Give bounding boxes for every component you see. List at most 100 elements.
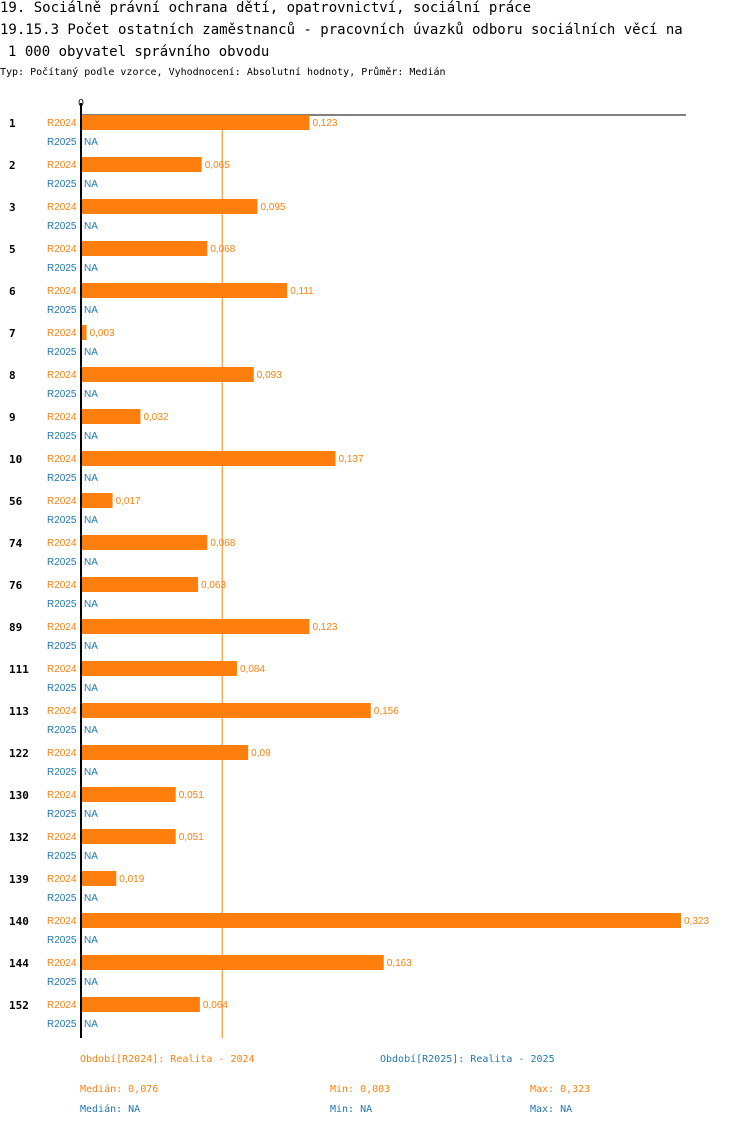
series-label-r2024: R2024 xyxy=(47,454,77,465)
value-label-r2024: 0,09 xyxy=(251,748,271,759)
bar-r2024 xyxy=(81,115,310,130)
series-label-r2025: R2025 xyxy=(47,767,77,778)
series-label-r2025: R2025 xyxy=(47,1019,77,1030)
series-label-r2025: R2025 xyxy=(47,725,77,736)
value-label-r2024: 0,017 xyxy=(116,496,141,507)
chart-title-line3: 1 000 obyvatel správního obvodu xyxy=(8,44,270,60)
bar-chart: 01R2024R20250,123NA2R2024R20250,065NA3R2… xyxy=(9,98,709,1038)
series-label-r2025: R2025 xyxy=(47,431,77,442)
series-label-r2024: R2024 xyxy=(47,328,77,339)
category-label: 9 xyxy=(9,411,16,424)
value-label-r2025: NA xyxy=(84,137,98,148)
bar-r2024 xyxy=(81,283,288,298)
category-label: 6 xyxy=(9,285,16,298)
chart-title-line2: 19.15.3 Počet ostatních zaměstnanců - pr… xyxy=(0,22,683,38)
value-label-r2024: 0,019 xyxy=(119,874,144,885)
bar-r2024 xyxy=(81,997,200,1012)
series-label-r2024: R2024 xyxy=(47,874,77,885)
category-label: 89 xyxy=(9,621,22,634)
category-label: 139 xyxy=(9,873,29,886)
value-label-r2025: NA xyxy=(84,935,98,946)
series-label-r2025: R2025 xyxy=(47,851,77,862)
bar-r2024 xyxy=(81,493,113,508)
value-label-r2025: NA xyxy=(84,599,98,610)
stat-min-r2025: Min: NA xyxy=(330,1104,373,1115)
bar-r2024 xyxy=(81,325,87,340)
bar-r2024 xyxy=(81,577,199,592)
bar-r2024 xyxy=(81,661,238,676)
series-label-r2025: R2025 xyxy=(47,389,77,400)
series-label-r2025: R2025 xyxy=(47,893,77,904)
value-label-r2024: 0,068 xyxy=(210,538,235,549)
series-label-r2024: R2024 xyxy=(47,496,77,507)
category-label: 144 xyxy=(9,957,29,970)
category-label: 111 xyxy=(9,663,29,676)
stat-max-r2024: Max: 0,323 xyxy=(530,1084,591,1095)
chart-subtitle: Typ: Počítaný podle vzorce, Vyhodnocení:… xyxy=(0,67,446,78)
value-label-r2024: 0,163 xyxy=(387,958,412,969)
category-label: 1 xyxy=(9,117,16,130)
series-label-r2025: R2025 xyxy=(47,179,77,190)
series-label-r2024: R2024 xyxy=(47,790,77,801)
value-label-r2025: NA xyxy=(84,767,98,778)
value-label-r2025: NA xyxy=(84,347,98,358)
value-label-r2024: 0,051 xyxy=(179,832,204,843)
value-label-r2024: 0,063 xyxy=(201,580,226,591)
value-label-r2024: 0,003 xyxy=(90,328,115,339)
bar-r2024 xyxy=(81,829,176,844)
category-label: 8 xyxy=(9,369,16,382)
series-label-r2025: R2025 xyxy=(47,977,77,988)
series-label-r2025: R2025 xyxy=(47,347,77,358)
category-label: 132 xyxy=(9,831,29,844)
series-label-r2024: R2024 xyxy=(47,1000,77,1011)
category-label: 140 xyxy=(9,915,29,928)
series-label-r2025: R2025 xyxy=(47,683,77,694)
value-label-r2025: NA xyxy=(84,725,98,736)
series-label-r2024: R2024 xyxy=(47,832,77,843)
chart-title-line1: 19. Sociálně právní ochrana dětí, opatro… xyxy=(0,0,532,16)
value-label-r2024: 0,156 xyxy=(374,706,399,717)
category-label: 113 xyxy=(9,705,29,718)
series-label-r2024: R2024 xyxy=(47,370,77,381)
series-label-r2024: R2024 xyxy=(47,538,77,549)
series-label-r2025: R2025 xyxy=(47,137,77,148)
bar-r2024 xyxy=(81,913,681,928)
bar-r2024 xyxy=(81,871,117,886)
value-label-r2024: 0,068 xyxy=(210,244,235,255)
value-label-r2025: NA xyxy=(84,263,98,274)
stat-median-r2025: Medián: NA xyxy=(80,1104,141,1115)
value-label-r2024: 0,032 xyxy=(143,412,168,423)
series-label-r2024: R2024 xyxy=(47,958,77,969)
series-label-r2025: R2025 xyxy=(47,515,77,526)
value-label-r2024: 0,065 xyxy=(205,160,230,171)
value-label-r2025: NA xyxy=(84,683,98,694)
series-label-r2025: R2025 xyxy=(47,935,77,946)
bar-r2024 xyxy=(81,367,254,382)
bar-r2024 xyxy=(81,955,384,970)
value-label-r2025: NA xyxy=(84,977,98,988)
value-label-r2024: 0,084 xyxy=(240,664,265,675)
bar-r2024 xyxy=(81,535,208,550)
category-label: 122 xyxy=(9,747,29,760)
value-label-r2024: 0,137 xyxy=(338,454,363,465)
category-label: 130 xyxy=(9,789,29,802)
category-label: 10 xyxy=(9,453,22,466)
value-label-r2024: 0,123 xyxy=(312,622,337,633)
bar-r2024 xyxy=(81,157,202,172)
bar-r2024 xyxy=(81,199,258,214)
category-label: 2 xyxy=(9,159,16,172)
series-label-r2025: R2025 xyxy=(47,641,77,652)
category-label: 56 xyxy=(9,495,23,508)
bar-r2024 xyxy=(81,703,371,718)
series-label-r2024: R2024 xyxy=(47,412,77,423)
stat-median-r2024: Medián: 0,076 xyxy=(80,1084,159,1095)
category-label: 7 xyxy=(9,327,16,340)
value-label-r2025: NA xyxy=(84,809,98,820)
series-label-r2024: R2024 xyxy=(47,622,77,633)
value-label-r2025: NA xyxy=(84,557,98,568)
value-label-r2025: NA xyxy=(84,851,98,862)
value-label-r2024: 0,064 xyxy=(203,1000,228,1011)
bar-r2024 xyxy=(81,619,310,634)
bar-r2024 xyxy=(81,241,208,256)
series-label-r2025: R2025 xyxy=(47,473,77,484)
